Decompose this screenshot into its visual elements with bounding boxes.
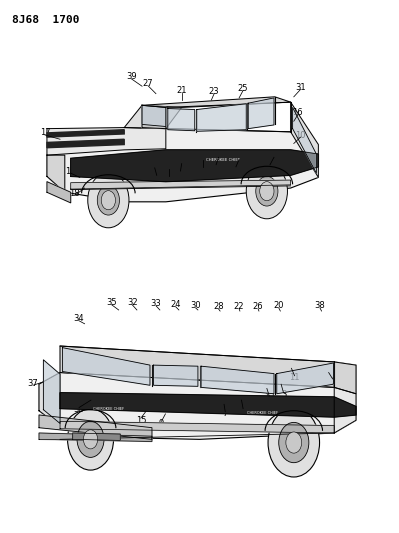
Polygon shape bbox=[47, 127, 318, 202]
Text: 13: 13 bbox=[264, 393, 275, 402]
Circle shape bbox=[77, 421, 104, 457]
Text: 2: 2 bbox=[152, 161, 157, 170]
Polygon shape bbox=[60, 393, 356, 417]
Text: 23: 23 bbox=[209, 87, 219, 96]
Polygon shape bbox=[73, 433, 120, 440]
Text: 29: 29 bbox=[269, 151, 279, 160]
Text: 10: 10 bbox=[295, 131, 306, 140]
Circle shape bbox=[286, 432, 302, 453]
Text: 3: 3 bbox=[281, 390, 286, 399]
Polygon shape bbox=[47, 139, 124, 148]
Polygon shape bbox=[43, 360, 60, 423]
Polygon shape bbox=[47, 155, 65, 192]
Text: 21: 21 bbox=[176, 86, 187, 95]
Polygon shape bbox=[277, 363, 334, 394]
Polygon shape bbox=[168, 109, 195, 131]
Polygon shape bbox=[62, 348, 150, 385]
Polygon shape bbox=[248, 98, 274, 128]
Text: 5: 5 bbox=[241, 406, 246, 415]
Text: 22: 22 bbox=[234, 302, 244, 311]
Text: CHEROKEE CHIEF: CHEROKEE CHIEF bbox=[247, 411, 279, 415]
Text: 25: 25 bbox=[238, 84, 248, 93]
Text: 27: 27 bbox=[143, 79, 153, 88]
Text: 8J68  1700: 8J68 1700 bbox=[12, 15, 80, 25]
Circle shape bbox=[268, 408, 320, 477]
Polygon shape bbox=[334, 362, 356, 394]
Polygon shape bbox=[47, 182, 71, 203]
Text: 37: 37 bbox=[28, 378, 38, 387]
Polygon shape bbox=[47, 127, 166, 155]
Circle shape bbox=[97, 185, 119, 215]
Polygon shape bbox=[290, 102, 318, 177]
Text: 15: 15 bbox=[136, 416, 146, 425]
Polygon shape bbox=[201, 366, 274, 394]
Polygon shape bbox=[154, 365, 198, 386]
Text: 31: 31 bbox=[295, 83, 306, 92]
Text: 26: 26 bbox=[253, 302, 263, 311]
Text: 8: 8 bbox=[237, 153, 242, 162]
Text: 12: 12 bbox=[163, 163, 174, 171]
Text: 32: 32 bbox=[127, 298, 137, 307]
Circle shape bbox=[246, 164, 287, 219]
Text: 7: 7 bbox=[223, 409, 228, 418]
Text: 18: 18 bbox=[69, 189, 80, 198]
Polygon shape bbox=[142, 97, 290, 108]
Text: 6: 6 bbox=[216, 151, 221, 160]
Text: 20: 20 bbox=[273, 301, 284, 310]
Circle shape bbox=[88, 173, 129, 228]
Text: 4: 4 bbox=[179, 157, 184, 166]
Polygon shape bbox=[39, 373, 60, 426]
Circle shape bbox=[83, 430, 98, 449]
Text: 39: 39 bbox=[126, 72, 137, 81]
Circle shape bbox=[279, 422, 309, 463]
Text: 38: 38 bbox=[314, 301, 325, 310]
Polygon shape bbox=[142, 106, 166, 126]
Polygon shape bbox=[334, 387, 356, 433]
Text: 35: 35 bbox=[106, 298, 117, 307]
Circle shape bbox=[101, 191, 115, 210]
Polygon shape bbox=[39, 365, 356, 439]
Polygon shape bbox=[60, 421, 334, 433]
Text: 33: 33 bbox=[150, 299, 161, 308]
Text: 36: 36 bbox=[74, 405, 85, 414]
Text: 14: 14 bbox=[198, 154, 209, 163]
Text: 30: 30 bbox=[190, 301, 201, 310]
Text: 11: 11 bbox=[289, 373, 300, 382]
Text: CHEROKEE CHIEF: CHEROKEE CHIEF bbox=[93, 407, 124, 410]
Polygon shape bbox=[142, 106, 166, 128]
Polygon shape bbox=[197, 104, 246, 131]
Text: 17: 17 bbox=[40, 128, 50, 138]
Polygon shape bbox=[334, 362, 356, 394]
Polygon shape bbox=[39, 415, 152, 439]
Polygon shape bbox=[124, 106, 182, 128]
Polygon shape bbox=[39, 433, 152, 441]
Text: CHEROKEE CHIEF: CHEROKEE CHIEF bbox=[206, 158, 240, 163]
Polygon shape bbox=[60, 346, 334, 387]
Text: 1: 1 bbox=[330, 376, 335, 385]
Circle shape bbox=[256, 176, 278, 206]
Circle shape bbox=[67, 409, 114, 470]
Text: 9: 9 bbox=[159, 419, 164, 428]
Circle shape bbox=[260, 182, 274, 201]
Polygon shape bbox=[71, 150, 318, 182]
Text: 24: 24 bbox=[170, 300, 181, 309]
Text: 19: 19 bbox=[65, 166, 76, 175]
Text: 34: 34 bbox=[73, 314, 84, 323]
Polygon shape bbox=[292, 108, 316, 173]
Polygon shape bbox=[47, 130, 124, 137]
Text: 16: 16 bbox=[292, 108, 303, 117]
Polygon shape bbox=[71, 180, 290, 189]
Text: 28: 28 bbox=[213, 302, 224, 311]
